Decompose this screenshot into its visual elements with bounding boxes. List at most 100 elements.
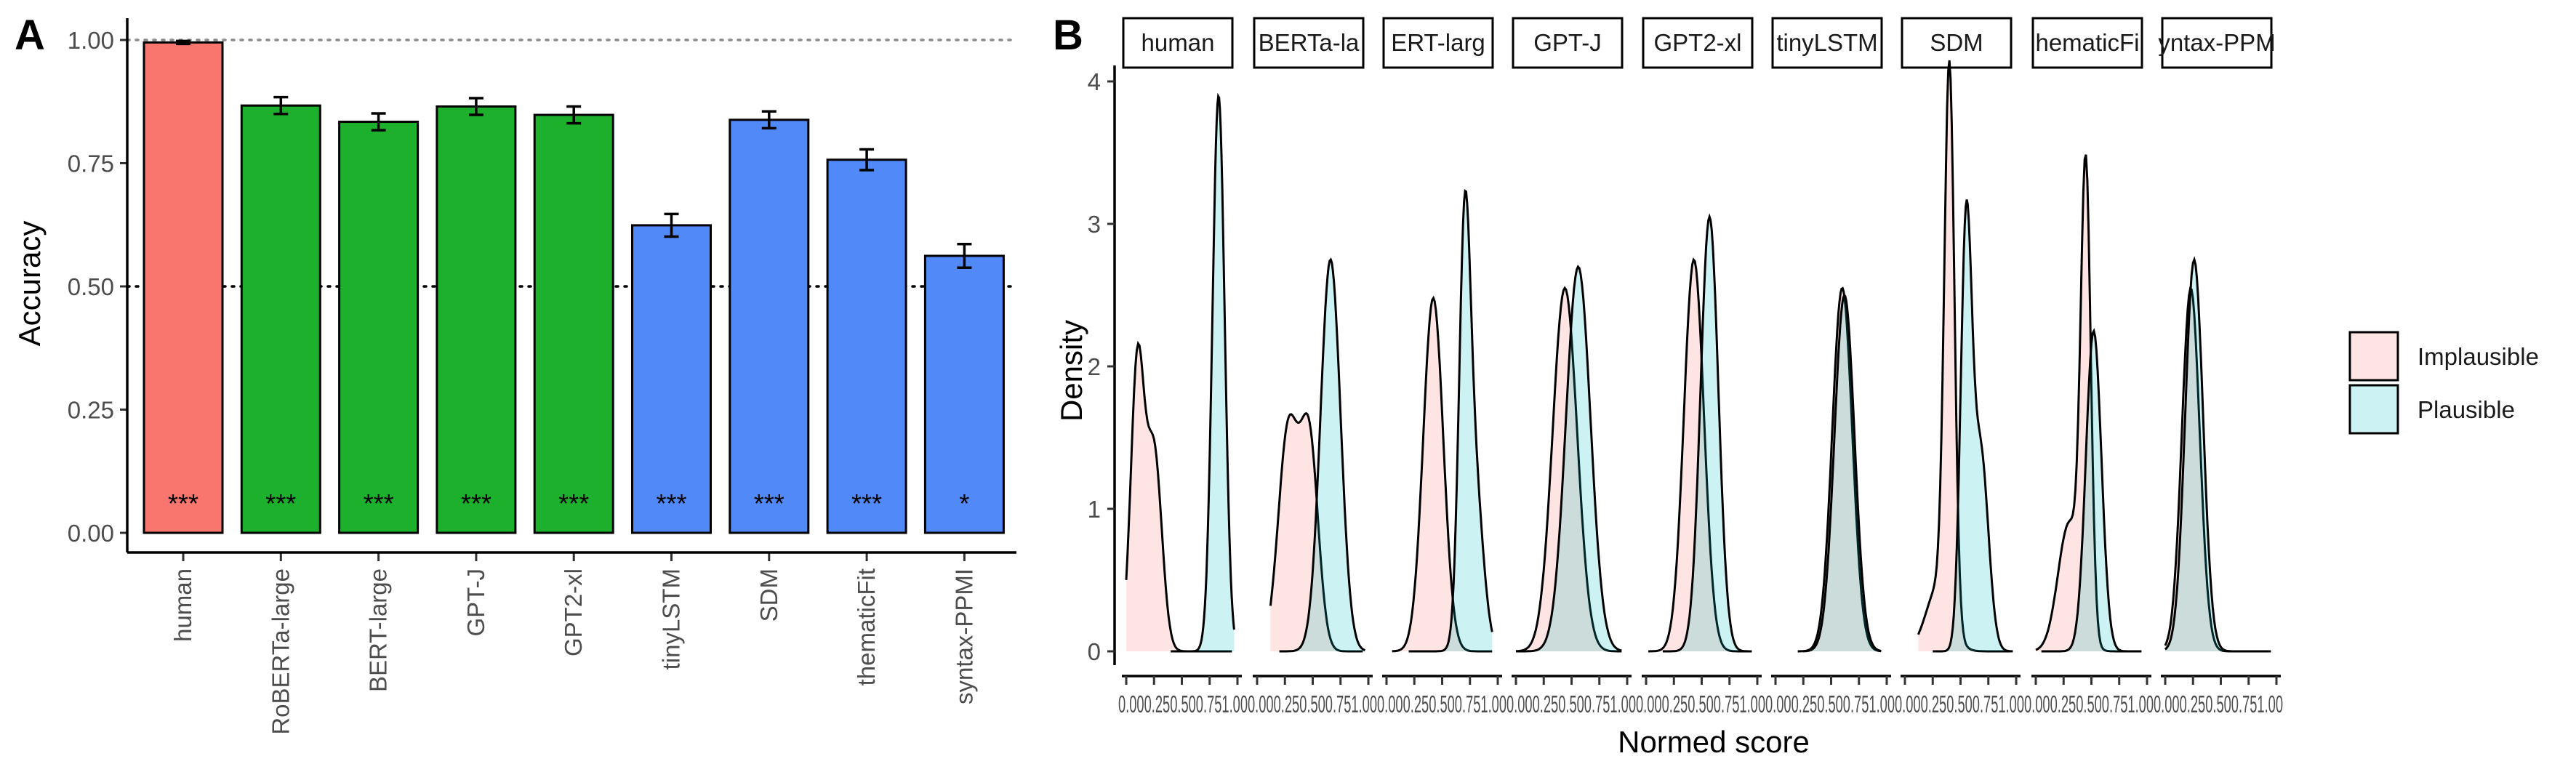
bar-tinyLSTM [631,224,712,534]
facet-SDM: SDM [1901,17,2021,685]
panel-b-x-axis-title: Normed score [1618,725,1810,759]
y-tick-label: 3 [1088,211,1101,238]
density-fill-plausible [1516,266,1622,651]
density-line-implausible [1917,60,2011,653]
density-line-implausible [1125,340,1232,653]
y-tick-label: 0.00 [68,520,114,547]
x-tick-label: SDM [755,568,782,622]
significance-label: *** [364,488,394,518]
x-tick-labels: 0.000.250.500.751.000.000.250.500.751.00… [1118,691,2283,717]
facet-BERT-large: ERT-larg [1382,17,1502,685]
facet-strip [1512,17,1624,69]
density-fill-implausible [2165,288,2271,651]
density-fill-implausible [1648,260,1752,651]
bar-SDM [729,118,810,534]
density-line-plausible [1408,188,1493,653]
density-line-plausible [1933,199,2013,653]
legend-key-plausible [2348,384,2399,435]
x-tick-label: human [169,568,196,642]
bar-syntax-PPMI [923,254,1005,534]
bar-RoBERTa-large [240,104,321,534]
significance-label: *** [656,488,686,518]
x-tick-label: GPT2-xl [560,568,587,656]
density-fill-implausible [1797,288,1882,651]
density-line-plausible [1171,92,1235,653]
density-line-plausible [1279,257,1366,653]
facet-strip [1122,17,1234,69]
panel-a-bar-chart: A Accuracy 0.00 0.25 0.50 0.75 1.00 *** human… [12,12,1018,735]
y-tick-label: 1.00 [68,27,114,54]
facet-strip [2161,17,2273,69]
density-line-implausible [1648,257,1752,653]
legend-key-bg [2350,332,2398,380]
facet-strip-label: hematicFi [2035,29,2139,56]
x-tick-label: GPT-J [462,568,489,637]
significance-label: *** [558,488,589,518]
density-fill-plausible [1933,199,2013,651]
facet-strip-label: ERT-larg [1391,29,1485,56]
facet-strip [2031,17,2143,69]
facet-strip [1901,17,2013,69]
y-tick-label: 0 [1088,638,1101,665]
facet-strip-label: yntax-PPM [2158,29,2275,56]
x-tick-label: RoBERTa-large [267,568,294,735]
density-fill-plausible [1662,217,1752,651]
panel-b-density-facets: B Density Normed score 0 1 2 3 4 human BERTa-… [1053,12,2539,759]
y-tick-label: 0.25 [68,397,114,424]
legend-label: Implausible [2417,343,2539,370]
panel-b-y-axis-title: Density [1054,320,1088,422]
density-fill-plausible [1171,96,1235,651]
panel-a-letter: A [15,12,45,59]
y-tick-label: 4 [1088,68,1101,95]
density-line-implausible [1392,295,1493,653]
bar-human [143,41,224,534]
facet-syntax-PPMI: yntax-PPM [2158,17,2281,685]
bar-GPT2-xl [533,113,614,534]
density-fill-implausible [1516,288,1622,651]
legend-swatch [2348,384,2399,435]
density-fill-plausible [1279,260,1365,652]
facet-strip [1253,17,1365,69]
y-tick-label: 1 [1088,496,1101,523]
legend-key-implausible [2348,331,2399,382]
density-fill-implausible [1918,60,2011,652]
density-line-plausible [1662,213,1752,653]
facet-thematicFit: hematicFi [2031,17,2151,685]
facet-strip [1771,17,1883,69]
legend-label: Plausible [2417,396,2515,423]
panel-a-y-axis-title: Accuracy [12,221,47,347]
facet-GPT2-xl: GPT2-xl [1642,17,1762,685]
x-tick-label: tinyLSTM [658,568,685,670]
facet-tinyLSTM: tinyLSTM [1771,17,1891,685]
legend-key-bg [2350,385,2398,433]
density-fill-plausible [1408,190,1493,651]
bar-BERT-large [338,121,420,534]
significance-label: *** [754,488,785,518]
density-line-plausible [1516,265,1622,653]
y-tick-label: 0.75 [68,150,114,177]
density-fill-plausible [2041,331,2142,651]
facet-strip-label: SDM [1930,29,1983,56]
legend-swatch [2348,331,2399,382]
density-line-plausible [2041,328,2142,653]
facet-strip-label: GPT-J [1533,29,1602,56]
density-fill-implausible [1126,343,1232,651]
significance-label: * [959,488,969,518]
y-tick-label: 0.50 [68,273,114,300]
density-fill-implausible [1270,413,1363,651]
facet-human: human [1122,17,1242,685]
facet-strip [1642,17,1754,69]
x-tick-label: thematicFit [853,568,880,685]
facet-GPT-J: GPT-J [1512,17,1632,685]
bar-GPT-J [436,105,517,534]
facet-RoBERTa-large: BERTa-la [1253,17,1373,685]
significance-label: *** [461,488,491,518]
density-line-plausible [1803,293,1882,653]
density-line-implausible [1515,286,1622,653]
density-fill-plausible [1803,295,1882,651]
facet-strip-label: BERTa-la [1259,29,1360,56]
significance-label: *** [265,488,296,518]
x-tick-label: BERT-large [365,568,392,692]
facet-strip [1382,17,1494,69]
